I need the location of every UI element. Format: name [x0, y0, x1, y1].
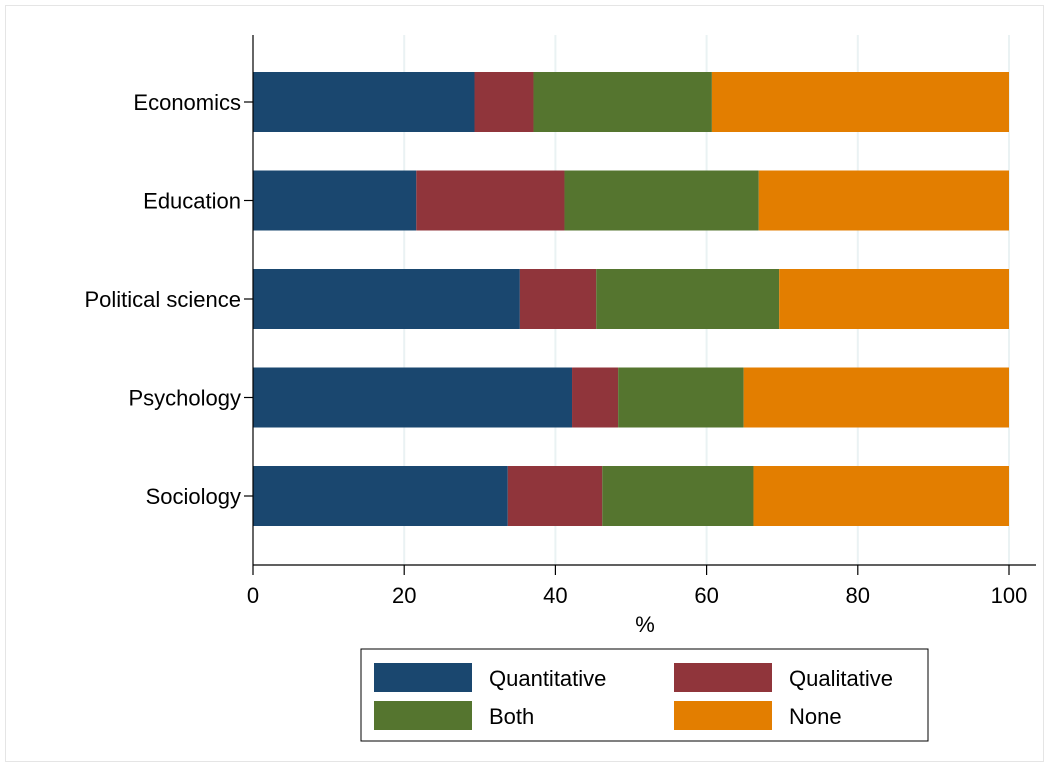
bar-segment-none [743, 367, 1009, 428]
x-ticks: 0 20 40 60 80 100 [247, 565, 1027, 608]
legend-label: Quantitative [489, 666, 606, 691]
bar-segment-qualitative [572, 367, 619, 428]
bar-segment-qualitative [507, 466, 603, 526]
x-tick-label: 0 [247, 583, 259, 608]
category-label: Psychology [128, 386, 241, 411]
bar-segment-both [602, 466, 754, 526]
legend-swatch [674, 701, 772, 730]
legend-label: Both [489, 704, 534, 729]
bar-segment-none [758, 170, 1009, 231]
bar-segment-qualitative [519, 269, 597, 329]
bar-segment-quantitative [253, 367, 573, 428]
bar-segment-both [533, 72, 712, 132]
x-axis-title: % [635, 612, 655, 637]
bar-segment-both [596, 269, 780, 329]
x-tick-label: 40 [543, 583, 567, 608]
category-label: Education [143, 189, 241, 214]
category-label: Economics [133, 90, 241, 115]
bar-segment-both [618, 367, 744, 428]
bar-segment-both [564, 170, 759, 231]
bar-segment-quantitative [253, 170, 417, 231]
bar-segment-none [753, 466, 1009, 526]
legend-label: Qualitative [789, 666, 893, 691]
legend-swatch [374, 663, 472, 692]
bar-segment-qualitative [416, 170, 565, 231]
bar-segment-quantitative [253, 466, 508, 526]
legend-swatch [674, 663, 772, 692]
legend-label: None [789, 704, 842, 729]
x-tick-label: 20 [392, 583, 416, 608]
axes [252, 35, 1036, 566]
bars [253, 72, 1009, 526]
bar-segment-qualitative [474, 72, 534, 132]
bar-segment-none [779, 269, 1009, 329]
category-label: Sociology [146, 484, 241, 509]
category-label: Political science [84, 287, 241, 312]
legend-swatch [374, 701, 472, 730]
legend: Quantitative Qualitative Both None [360, 648, 929, 742]
x-tick-label: 80 [846, 583, 870, 608]
bar-segment-none [711, 72, 1009, 132]
bar-segment-quantitative [253, 72, 475, 132]
bar-segment-quantitative [253, 269, 520, 329]
category-labels: Economics Education Political science Psych… [84, 90, 253, 509]
x-tick-label: 100 [991, 583, 1028, 608]
x-tick-label: 60 [694, 583, 718, 608]
